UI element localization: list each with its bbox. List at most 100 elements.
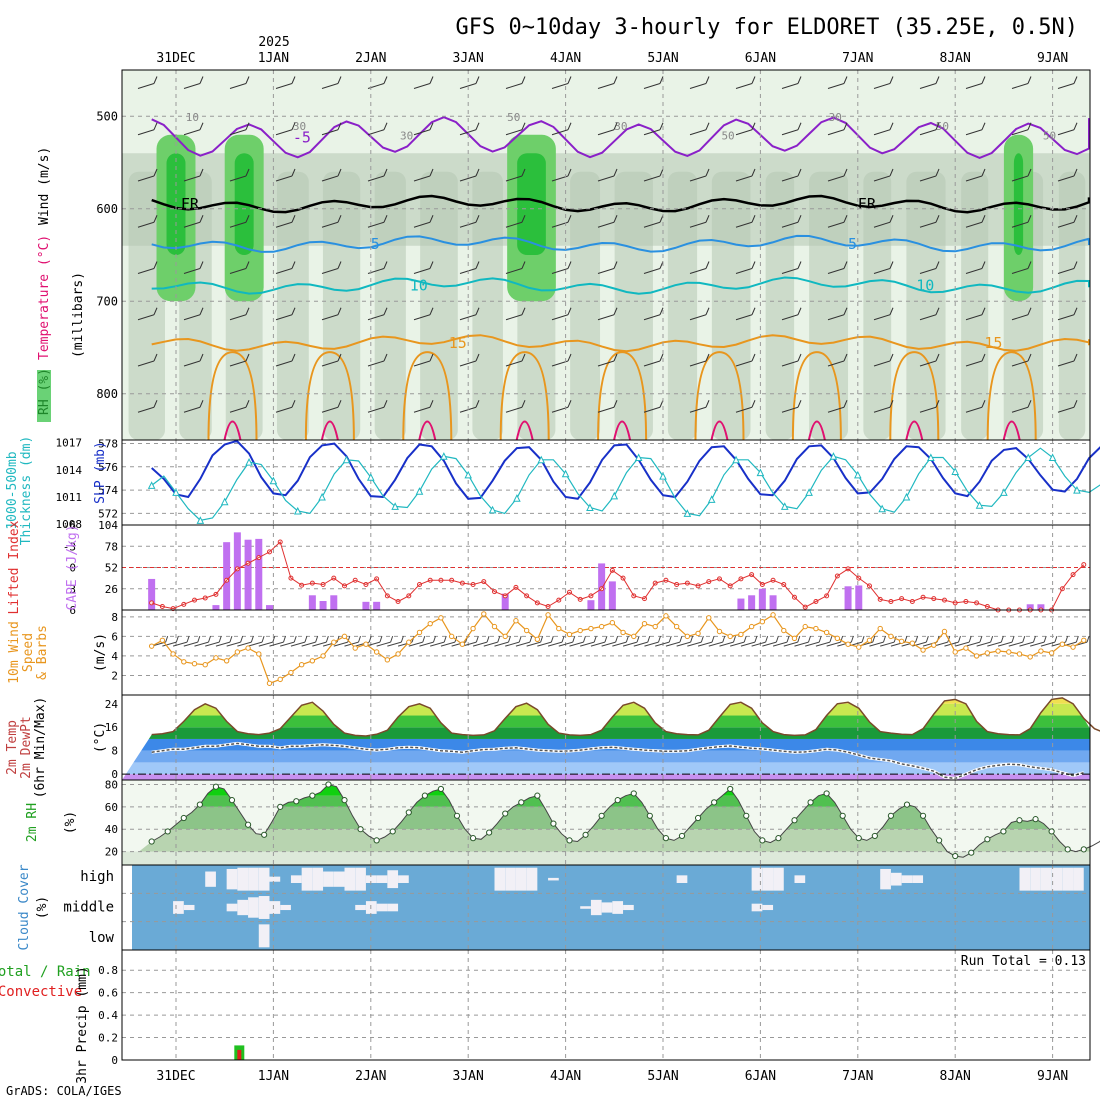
cape-bar [1037,604,1045,610]
thickness-marker [878,504,886,513]
wind-barb-flag [751,168,756,177]
wind-barb-flag [935,122,940,130]
wind-barb-flag [429,261,434,269]
day-label-bottom: 7JAN [842,1069,873,1084]
wind-barb [275,83,293,89]
cape-tick: 26 [105,583,118,596]
cloud-clear-cell [237,867,249,891]
rh-marker [743,812,750,819]
slp-tick: 1014 [56,464,83,477]
cape-bar [148,578,156,610]
wind-barb [275,406,293,413]
wind-speed-marker [588,625,594,632]
wind-speed-marker [695,630,701,637]
rh-marker [582,831,589,838]
li-tick: 6 [69,604,76,617]
wind-barb-flag [935,400,940,408]
wind-barb-flag [245,215,250,223]
day-label-top: 4JAN [550,51,581,66]
li-tick: 0 [69,562,76,575]
wind-barb [735,83,753,89]
hot-contour [905,420,924,441]
surface-barb-flag [1065,635,1069,643]
cape-bar [373,601,381,610]
li-tick: -3 [63,540,76,553]
wind-speed-marker [631,633,637,640]
wind-barb [505,314,523,321]
wind-barb-flag [337,307,342,315]
warm-contour [791,351,842,441]
cape-axis-label: CAPE (J/kg) [65,524,80,610]
cloud-clear-cell [280,904,291,911]
wind-barb-flag [521,168,526,177]
surface-barb-flag [711,635,715,643]
wind-barb-flag [889,400,894,408]
cloud-clear-cell [590,899,602,916]
wind-speed-marker [534,636,541,643]
surface-barb-flag [958,635,961,643]
cape-bar [758,588,766,610]
wind-barb [689,360,707,367]
rh-marker [791,817,798,824]
wind-speed-marker [363,641,369,647]
surface-barb-flag [1054,635,1058,643]
wind-barb [459,129,477,136]
wind-barb-flag [889,261,894,269]
day-label-top: 3JAN [453,51,484,66]
surface-barb [708,641,723,647]
surface-barb [976,641,991,647]
wind-barb-flag [153,353,158,362]
wind-barb [505,175,523,182]
legend-rh-swatch [37,370,51,422]
thickness-marker [415,487,424,495]
wind-barb [873,129,891,136]
wind-barb-flag [1027,76,1032,84]
surface-barb [580,641,595,647]
surface-barb [269,641,284,647]
wind-barb [413,406,431,413]
wind-tick: 2 [111,669,118,682]
wind-speed-marker [770,612,776,618]
wind-speed-marker [566,631,573,638]
wind-barb [643,129,661,136]
contour-label: 15 [984,334,1002,352]
temp-tick: 8 [111,745,118,758]
wind-barb [183,406,201,413]
thickness-marker [610,491,619,500]
rh-marker [1016,817,1023,824]
wind-barb-flag [705,122,710,130]
slp-tick: 1017 [56,437,83,450]
wind-barb [505,221,523,228]
wind-barb-flag [429,122,434,130]
wind-barb [643,268,661,274]
wind-barb [827,314,845,321]
wind-barb-flag [383,307,388,315]
wind-speed-label: 50 [721,129,734,142]
cloud-clear-cell [173,901,184,914]
wind-barb-flag [567,215,572,223]
wind-speed-marker [170,651,176,657]
wind-axis-label-line: Speed [21,633,36,672]
wind-barb [827,83,845,89]
surface-barb [301,641,316,647]
surface-barb-flag [336,635,340,643]
wind-barb-flag [1073,353,1078,362]
thickness-marker [513,494,521,502]
wind-speed-marker [813,625,819,632]
wind-speed-marker [791,635,798,642]
cloud-panel: high middle low [63,865,1090,950]
wind-barb [367,129,385,136]
year-label: 2025 [258,35,289,50]
rh-marker [855,835,862,842]
wind-speed-marker [202,662,208,668]
surface-barb [805,641,820,647]
cloud-clear-cell [880,868,891,890]
rh-marker [775,835,782,842]
wind-barb [275,360,293,367]
surface-barb [655,641,670,647]
wind-barb-flag [337,261,342,269]
wind-speed-marker [598,623,605,630]
thickness-marker [147,481,156,489]
wind-barb [137,175,155,182]
